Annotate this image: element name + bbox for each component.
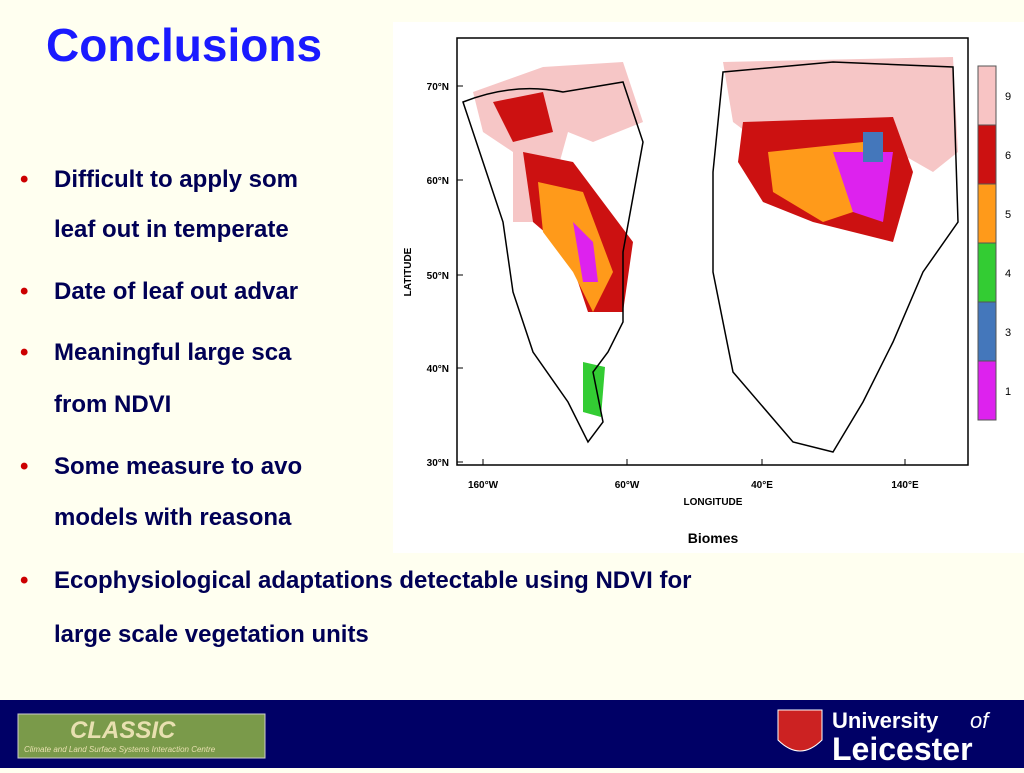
latitude-labels: 70°N 60°N 50°N 40°N 30°N — [427, 82, 463, 469]
latitude-label: 70°N — [427, 82, 449, 93]
footer-bar: CLASSIC Climate and Land Surface Systems… — [0, 700, 1024, 768]
legend-label: 4 — [1005, 268, 1011, 280]
legend-swatch — [977, 360, 997, 421]
logo-subtitle: Climate and Land Surface Systems Interac… — [24, 745, 216, 754]
university-word: University — [832, 708, 939, 733]
latitude-label: 30°N — [427, 458, 449, 469]
longitude-label: 160°W — [468, 480, 499, 491]
legend-swatch — [977, 124, 997, 185]
slide-title: Conclusions — [46, 19, 323, 71]
latitude-label: 50°N — [427, 271, 449, 282]
x-axis-label: LONGITUDE — [684, 497, 743, 508]
bullet-text: Some measure to avo — [54, 453, 303, 480]
coastlines — [462, 61, 959, 453]
city-word: Leicester — [832, 731, 973, 767]
legend: 9 6 5 4 3 1 — [977, 65, 1011, 421]
y-axis-label: LATITUDE — [403, 247, 414, 296]
bullet-text: Difficult to apply som — [54, 166, 299, 193]
biome-map — [473, 57, 958, 417]
classic-logo — [17, 713, 266, 759]
legend-label: 5 — [1005, 209, 1011, 221]
logo-title: CLASSIC — [70, 717, 176, 744]
longitude-label: 40°E — [751, 480, 773, 491]
bullet-dot: • — [20, 339, 29, 366]
bullet-dot: • — [20, 278, 29, 305]
bullet-dot: • — [20, 453, 29, 480]
bullet-text: models with reasona — [54, 504, 292, 531]
university-crest — [777, 709, 823, 752]
legend-swatch — [977, 301, 997, 362]
bullet-text: leaf out in temperate — [54, 216, 289, 243]
legend-swatch — [977, 65, 997, 126]
legend-label: 3 — [1005, 327, 1011, 339]
longitude-label: 140°E — [891, 480, 919, 491]
map-figure: 70°N60°N50°N40°N30°N 160°W 60°W 40°E 140°E … — [393, 22, 1024, 553]
plot-frame — [456, 37, 969, 466]
legend-swatch — [977, 242, 997, 303]
legend-swatch — [977, 183, 997, 244]
of-word: of — [970, 708, 991, 733]
legend-label: 9 — [1005, 91, 1011, 103]
bullet-text: large scale vegetation units — [54, 621, 369, 648]
bullet-text: Date of leaf out advar — [54, 278, 299, 305]
bullet-text: Meaningful large sca — [54, 339, 292, 366]
latitude-label: 60°N — [427, 176, 449, 187]
figure-caption: Biomes — [688, 530, 739, 546]
bullet-text: Ecophysiological adaptations detectable … — [54, 567, 692, 594]
bullet-text: from NDVI — [54, 391, 172, 418]
bullet-dot: • — [20, 567, 29, 594]
bullet-dot: • — [20, 166, 29, 193]
legend-label: 1 — [1005, 386, 1011, 398]
longitude-labels: 160°W 60°W 40°E 140°E — [468, 459, 919, 491]
footer-graphics: CLASSIC Climate and Land Surface Systems… — [17, 708, 991, 767]
latitude-label: 40°N — [427, 364, 449, 375]
longitude-label: 60°W — [615, 480, 640, 491]
legend-label: 6 — [1005, 150, 1011, 162]
